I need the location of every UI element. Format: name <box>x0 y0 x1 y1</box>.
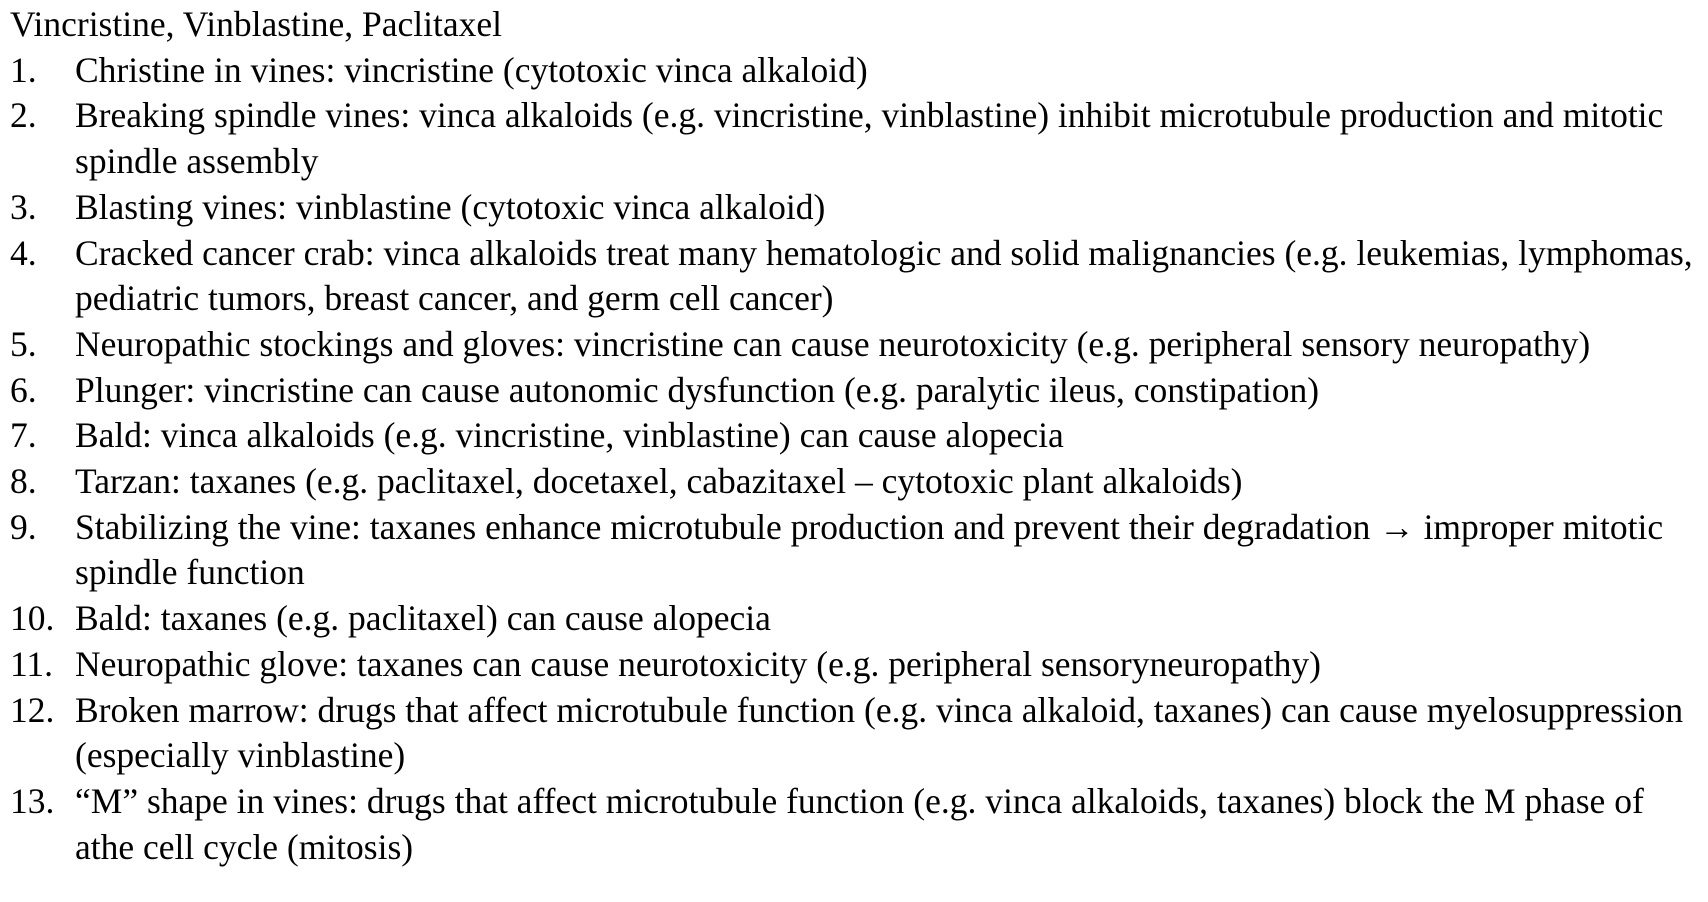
item-text: “M” shape in vines: drugs that affect mi… <box>75 780 1644 867</box>
document: Vincristine, Vinblastine, Paclitaxel 1. … <box>10 2 1700 870</box>
numbered-list: 1. Christine in vines: vincristine (cyto… <box>10 48 1700 871</box>
document-title: Vincristine, Vinblastine, Paclitaxel <box>10 4 502 44</box>
list-item: 8. Tarzan: taxanes (e.g. paclitaxel, doc… <box>10 459 1700 505</box>
list-item: 1. Christine in vines: vincristine (cyto… <box>10 48 1700 94</box>
item-text: Neuropathic glove: taxanes can cause neu… <box>75 643 1321 684</box>
item-text: Broken marrow: drugs that affect microtu… <box>75 689 1684 776</box>
list-item: 12. Broken marrow: drugs that affect mic… <box>10 688 1700 779</box>
item-number: 3. <box>10 186 37 227</box>
item-number: 9. <box>10 506 37 547</box>
list-item: 10. Bald: taxanes (e.g. paclitaxel) can … <box>10 596 1700 642</box>
item-number: 13. <box>10 780 55 821</box>
item-number: 11. <box>10 643 54 684</box>
item-text: Christine in vines: vincristine (cytotox… <box>75 49 868 90</box>
list-item: 6. Plunger: vincristine can cause autono… <box>10 368 1700 414</box>
item-number: 6. <box>10 369 37 410</box>
item-text: Bald: vinca alkaloids (e.g. vincristine,… <box>75 415 1064 456</box>
item-number: 4. <box>10 232 37 273</box>
list-item: 4. Cracked cancer crab: vinca alkaloids … <box>10 231 1700 322</box>
item-number: 1. <box>10 49 37 90</box>
item-number: 12. <box>10 689 55 730</box>
item-number: 7. <box>10 415 37 456</box>
list-item: 11. Neuropathic glove: taxanes can cause… <box>10 642 1700 688</box>
item-number: 8. <box>10 461 37 502</box>
list-item: 9. Stabilizing the vine: taxanes enhance… <box>10 505 1700 596</box>
item-text: Stabilizing the vine: taxanes enhance mi… <box>75 506 1664 593</box>
list-item: 5. Neuropathic stockings and gloves: vin… <box>10 322 1700 368</box>
item-text: Breaking spindle vines: vinca alkaloids … <box>75 95 1664 182</box>
list-item: 3. Blasting vines: vinblastine (cytotoxi… <box>10 185 1700 231</box>
item-number: 10. <box>10 598 55 639</box>
item-text: Tarzan: taxanes (e.g. paclitaxel, doceta… <box>75 461 1243 502</box>
item-text: Plunger: vincristine can cause autonomic… <box>75 369 1320 410</box>
item-text: Neuropathic stockings and gloves: vincri… <box>75 323 1591 364</box>
list-item: 7. Bald: vinca alkaloids (e.g. vincristi… <box>10 413 1700 459</box>
item-text: Cracked cancer crab: vinca alkaloids tre… <box>75 232 1693 319</box>
item-text: Bald: taxanes (e.g. paclitaxel) can caus… <box>75 598 771 639</box>
item-number: 5. <box>10 323 37 364</box>
item-text: Blasting vines: vinblastine (cytotoxic v… <box>75 186 826 227</box>
item-number: 2. <box>10 95 37 136</box>
list-item: 13. “M” shape in vines: drugs that affec… <box>10 779 1700 870</box>
list-item: 2. Breaking spindle vines: vinca alkaloi… <box>10 93 1700 184</box>
